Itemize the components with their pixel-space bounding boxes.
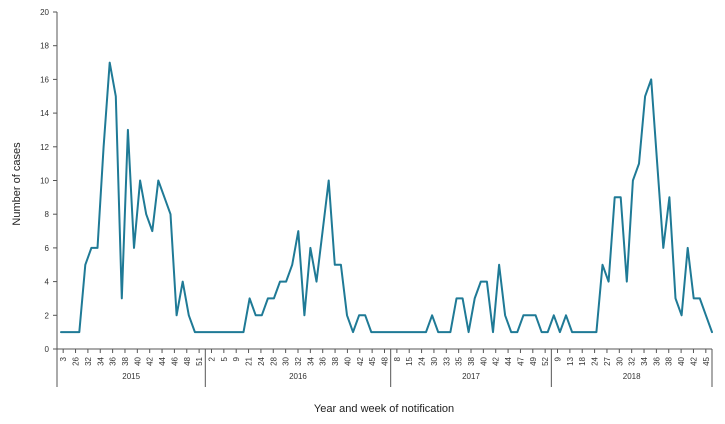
x-tick-label: 47 [516, 356, 525, 365]
x-tick-label: 13 [566, 356, 575, 365]
y-tick-label: 8 [45, 210, 50, 219]
y-tick-label: 6 [45, 244, 50, 253]
x-tick-label: 32 [84, 356, 93, 365]
x-tick-label: 46 [170, 356, 179, 365]
x-tick-label: 3 [59, 356, 68, 361]
series-line [60, 61, 713, 334]
x-tick-label: 38 [121, 356, 130, 365]
x-tick-label: 35 [455, 356, 464, 365]
y-tick-label: 0 [45, 345, 50, 354]
x-tick-label: 38 [467, 356, 476, 365]
x-tick-label: 42 [146, 356, 155, 365]
x-tick-label: 24 [257, 356, 266, 365]
y-tick-label: 14 [40, 109, 49, 118]
x-tick-label: 40 [677, 356, 686, 365]
x-tick-label: 51 [195, 356, 204, 365]
y-tick-label: 10 [40, 177, 49, 186]
x-tick-label: 34 [640, 356, 649, 365]
y-tick-label: 20 [40, 8, 49, 17]
year-label: 2018 [623, 372, 641, 381]
x-tick-label: 45 [368, 356, 377, 365]
y-tick-label: 16 [40, 75, 49, 84]
x-tick-label: 48 [183, 356, 192, 365]
x-tick-label: 42 [356, 356, 365, 365]
x-tick-label: 30 [282, 356, 291, 365]
year-label: 2017 [462, 372, 480, 381]
x-tick-label: 24 [418, 356, 427, 365]
y-tick-label: 2 [45, 311, 50, 320]
x-tick-label: 30 [615, 356, 624, 365]
x-tick-label: 24 [591, 356, 600, 365]
x-tick-label: 9 [232, 356, 241, 361]
x-tick-label: 40 [133, 356, 142, 365]
x-tick-label: 27 [603, 356, 612, 365]
x-tick-label: 15 [405, 356, 414, 365]
x-tick-label: 44 [504, 356, 513, 365]
x-axis-title: Year and week of notification [314, 403, 454, 415]
x-tick-label: 28 [269, 356, 278, 365]
x-tick-label: 52 [541, 356, 550, 365]
x-tick-label: 40 [479, 356, 488, 365]
x-tick-label: 32 [628, 356, 637, 365]
x-tick-label: 5 [220, 356, 229, 361]
x-tick-label: 30 [430, 356, 439, 365]
x-tick-label: 38 [665, 356, 674, 365]
y-axis-title: Number of cases [11, 142, 23, 226]
x-tick-label: 36 [319, 356, 328, 365]
x-tick-label: 9 [554, 356, 563, 361]
x-tick-label: 42 [689, 356, 698, 365]
x-tick-label: 34 [306, 356, 315, 365]
x-tick-label: 42 [492, 356, 501, 365]
x-tick-label: 34 [96, 356, 105, 365]
y-tick-label: 12 [40, 143, 49, 152]
x-tick-label: 48 [381, 356, 390, 365]
year-label: 2016 [289, 372, 307, 381]
x-tick-label: 26 [72, 356, 81, 365]
x-tick-label: 49 [529, 356, 538, 365]
x-tick-label: 40 [343, 356, 352, 365]
year-label: 2015 [122, 372, 140, 381]
x-tick-label: 44 [158, 356, 167, 365]
x-tick-label: 36 [652, 356, 661, 365]
y-tick-label: 4 [45, 278, 50, 287]
x-tick-label: 38 [331, 356, 340, 365]
x-tick-label: 8 [393, 356, 402, 361]
x-tick-label: 18 [578, 356, 587, 365]
x-tick-label: 2 [207, 356, 216, 361]
x-tick-label: 21 [245, 356, 254, 365]
x-tick-label: 36 [109, 356, 118, 365]
x-tick-label: 45 [702, 356, 711, 365]
series [60, 61, 713, 334]
x-tick-label: 32 [294, 356, 303, 365]
x-tick-label: 33 [442, 356, 451, 365]
y-tick-label: 18 [40, 42, 49, 51]
